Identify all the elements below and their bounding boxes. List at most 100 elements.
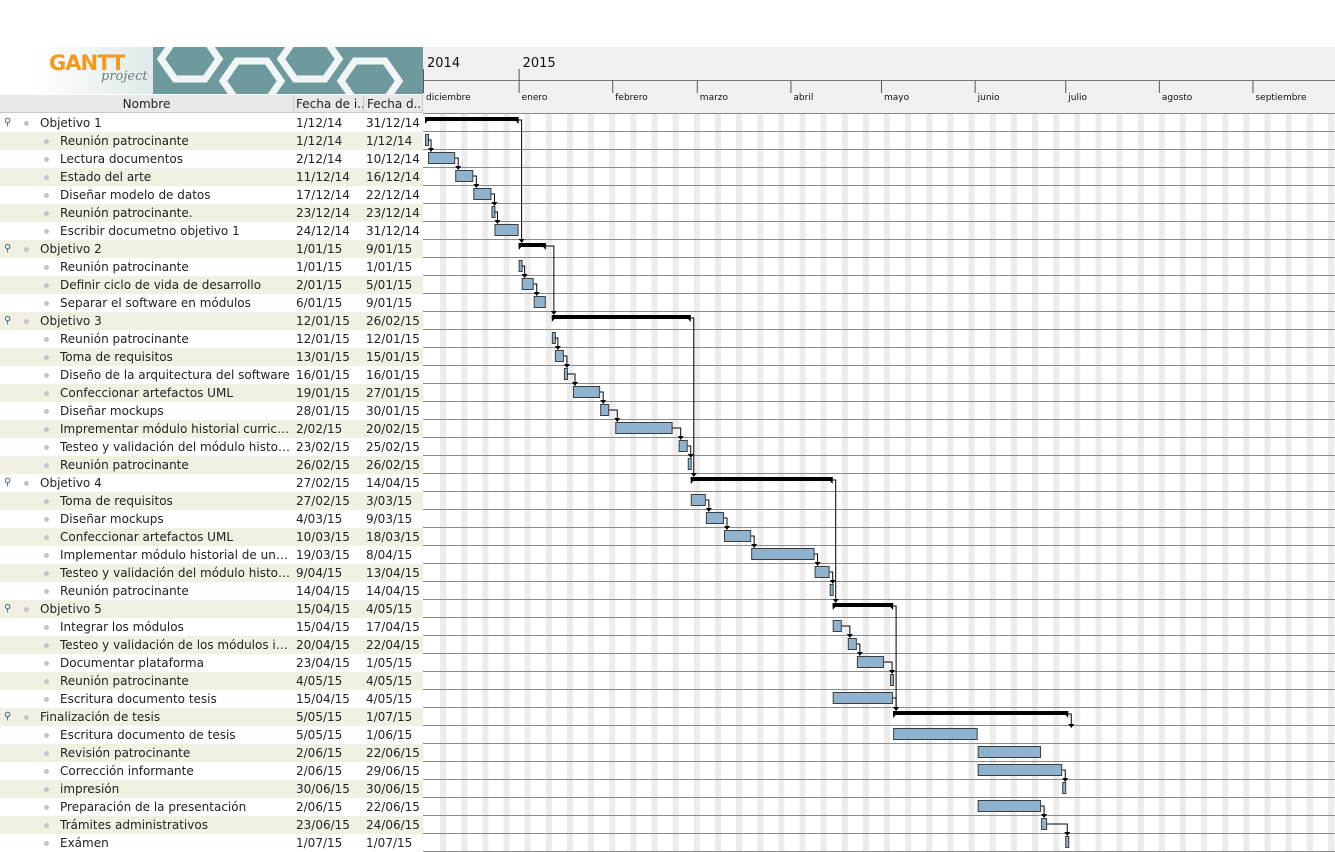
task-row[interactable]: Testeo y validación del módulo historial…	[0, 564, 423, 582]
task-end-date: 9/03/15	[366, 512, 413, 526]
task-bullet-icon	[44, 499, 49, 504]
task-row[interactable]: Corrección informante 2/06/15 29/06/15	[0, 762, 423, 780]
dependency-line	[609, 409, 618, 419]
task-start-date: 2/02/15	[296, 422, 343, 436]
dependency-arrowhead	[751, 544, 758, 548]
summary-bar	[690, 477, 833, 481]
task-row[interactable]: Reunión patrocinante 26/02/15 26/02/15	[0, 456, 423, 474]
task-row[interactable]: Exámen 1/07/15 1/07/15	[0, 834, 423, 852]
task-row[interactable]: Diseñar mockups 4/03/15 9/03/15	[0, 510, 423, 528]
task-bar	[723, 530, 752, 542]
dependency-line	[829, 571, 834, 581]
dependency-line	[841, 625, 851, 635]
task-row[interactable]: Trámites administrativos 23/06/15 24/06/15	[0, 816, 423, 834]
task-bar	[814, 566, 830, 578]
weekend-band	[482, 114, 486, 852]
task-end-date: 5/01/15	[366, 278, 413, 292]
task-row[interactable]: Confeccionar artefactos UML 10/03/15 18/03…	[0, 528, 423, 546]
year-label: 2015	[523, 56, 556, 71]
task-start-date: 12/01/15	[296, 332, 350, 346]
collapse-toggle-icon[interactable]: ⚲	[4, 711, 12, 722]
column-header-name[interactable]: Nombre	[0, 95, 294, 113]
task-row-group[interactable]: ⚲ Finalización de tesis 5/05/15 1/07/15	[0, 708, 423, 726]
task-row[interactable]: Diseño de la arquitectura del software 16…	[0, 366, 423, 384]
dependency-arrowhead	[1064, 832, 1071, 836]
weekend-band	[736, 114, 740, 852]
task-bullet-icon	[24, 247, 29, 252]
collapse-toggle-icon[interactable]: ⚲	[4, 117, 12, 128]
task-name: Separar el software en módulos	[60, 296, 251, 310]
task-row-group[interactable]: ⚲ Objetivo 3 12/01/15 26/02/15	[0, 312, 423, 330]
summary-bar-cap	[690, 477, 697, 484]
weekend-band	[1267, 114, 1271, 852]
task-row-group[interactable]: ⚲ Objetivo 4 27/02/15 14/04/15	[0, 474, 423, 492]
task-row[interactable]: Escribir documetno objetivo 1 24/12/14 31/…	[0, 222, 423, 240]
task-end-date: 31/12/14	[366, 116, 420, 130]
task-row[interactable]: Toma de requisitos 13/01/15 15/01/15	[0, 348, 423, 366]
task-name: Revisión patrocinante	[60, 746, 191, 760]
task-name: Trámites administrativos	[60, 818, 208, 832]
task-row[interactable]: Reunión patrocinante 12/01/15 12/01/15	[0, 330, 423, 348]
weekend-band	[926, 114, 930, 852]
summary-bar-cap	[826, 477, 833, 484]
task-bullet-icon	[44, 589, 49, 594]
task-row[interactable]: Confeccionar artefactos UML 19/01/15 27/01…	[0, 384, 423, 402]
task-row[interactable]: Toma de requisitos 27/02/15 3/03/15	[0, 492, 423, 510]
task-row[interactable]: Estado del arte 11/12/14 16/12/14	[0, 168, 423, 186]
column-header-start[interactable]: Fecha de i...	[294, 95, 364, 113]
task-row[interactable]: Reunión patrocinante 4/05/15 4/05/15	[0, 672, 423, 690]
task-row[interactable]: Reunión patrocinante. 23/12/14 23/12/14	[0, 204, 423, 222]
task-row[interactable]: Diseñar modelo de datos 17/12/14 22/12/14	[0, 186, 423, 204]
task-row[interactable]: Testeo y validación de los módulos integ…	[0, 636, 423, 654]
task-bullet-icon	[44, 805, 49, 810]
task-row[interactable]: Imprementar módulo historial curricular 2…	[0, 420, 423, 438]
dependency-line	[832, 479, 837, 600]
weekend-band	[696, 114, 700, 852]
task-row[interactable]: Revisión patrocinante 2/06/15 22/06/15	[0, 744, 423, 762]
weekend-band	[992, 114, 996, 852]
collapse-toggle-icon[interactable]: ⚲	[4, 603, 12, 614]
task-bullet-icon	[44, 841, 49, 846]
task-bullet-icon	[44, 283, 49, 288]
task-bar	[890, 674, 895, 686]
task-row[interactable]: Implementar módulo historial de una es..…	[0, 546, 423, 564]
column-header-end[interactable]: Fecha d...	[364, 95, 423, 113]
task-end-date: 3/03/15	[366, 494, 413, 508]
task-bar	[572, 386, 601, 398]
dependency-line	[814, 553, 819, 563]
weekend-band	[612, 114, 616, 852]
task-row[interactable]: Definir ciclo de vida de desarrollo 2/01/…	[0, 276, 423, 294]
task-row[interactable]: Reunión patrocinante 1/12/14 1/12/14	[0, 132, 423, 150]
collapse-toggle-icon[interactable]: ⚲	[4, 477, 12, 488]
task-row[interactable]: Reunión patrocinante 14/04/15 14/04/15	[0, 582, 423, 600]
weekend-band	[799, 114, 803, 852]
task-bar	[977, 764, 1063, 776]
task-row-group[interactable]: ⚲ Objetivo 1 1/12/14 31/12/14	[0, 114, 423, 132]
collapse-toggle-icon[interactable]: ⚲	[4, 243, 12, 254]
task-row[interactable]: Diseñar mockups 28/01/15 30/01/15	[0, 402, 423, 420]
task-start-date: 13/01/15	[296, 350, 350, 364]
task-row-group[interactable]: ⚲ Objetivo 5 15/04/15 4/05/15	[0, 600, 423, 618]
task-end-date: 1/12/14	[366, 134, 413, 148]
task-end-date: 24/06/15	[366, 818, 420, 832]
collapse-toggle-icon[interactable]: ⚲	[4, 315, 12, 326]
task-row[interactable]: Reunión patrocinante 1/01/15 1/01/15	[0, 258, 423, 276]
month-label: mayo	[884, 93, 910, 103]
task-row[interactable]: impresión 30/06/15 30/06/15	[0, 780, 423, 798]
task-row[interactable]: Testeo y validación del módulo historial…	[0, 438, 423, 456]
task-row[interactable]: Escritura documento de tesis 5/05/15 1/06/…	[0, 726, 423, 744]
task-name: Objetivo 5	[40, 602, 102, 616]
task-end-date: 22/04/15	[366, 638, 420, 652]
task-start-date: 1/12/14	[296, 134, 343, 148]
task-row[interactable]: Integrar los módulos 15/04/15 17/04/15	[0, 618, 423, 636]
dependency-arrowhead	[533, 292, 540, 296]
task-row-group[interactable]: ⚲ Objetivo 2 1/01/15 9/01/15	[0, 240, 423, 258]
task-bar	[977, 746, 1042, 758]
task-row[interactable]: Preparación de la presentación 2/06/15 22/…	[0, 798, 423, 816]
task-row[interactable]: Documentar plataforma 23/04/15 1/05/15	[0, 654, 423, 672]
hexagon-pattern-icon	[156, 47, 404, 94]
task-row[interactable]: Lectura documentos 2/12/14 10/12/14	[0, 150, 423, 168]
task-row[interactable]: Escritura documento tesis 15/04/15 4/05/15	[0, 690, 423, 708]
task-row[interactable]: Separar el software en módulos 6/01/15 9/0…	[0, 294, 423, 312]
weekend-band	[569, 114, 573, 852]
